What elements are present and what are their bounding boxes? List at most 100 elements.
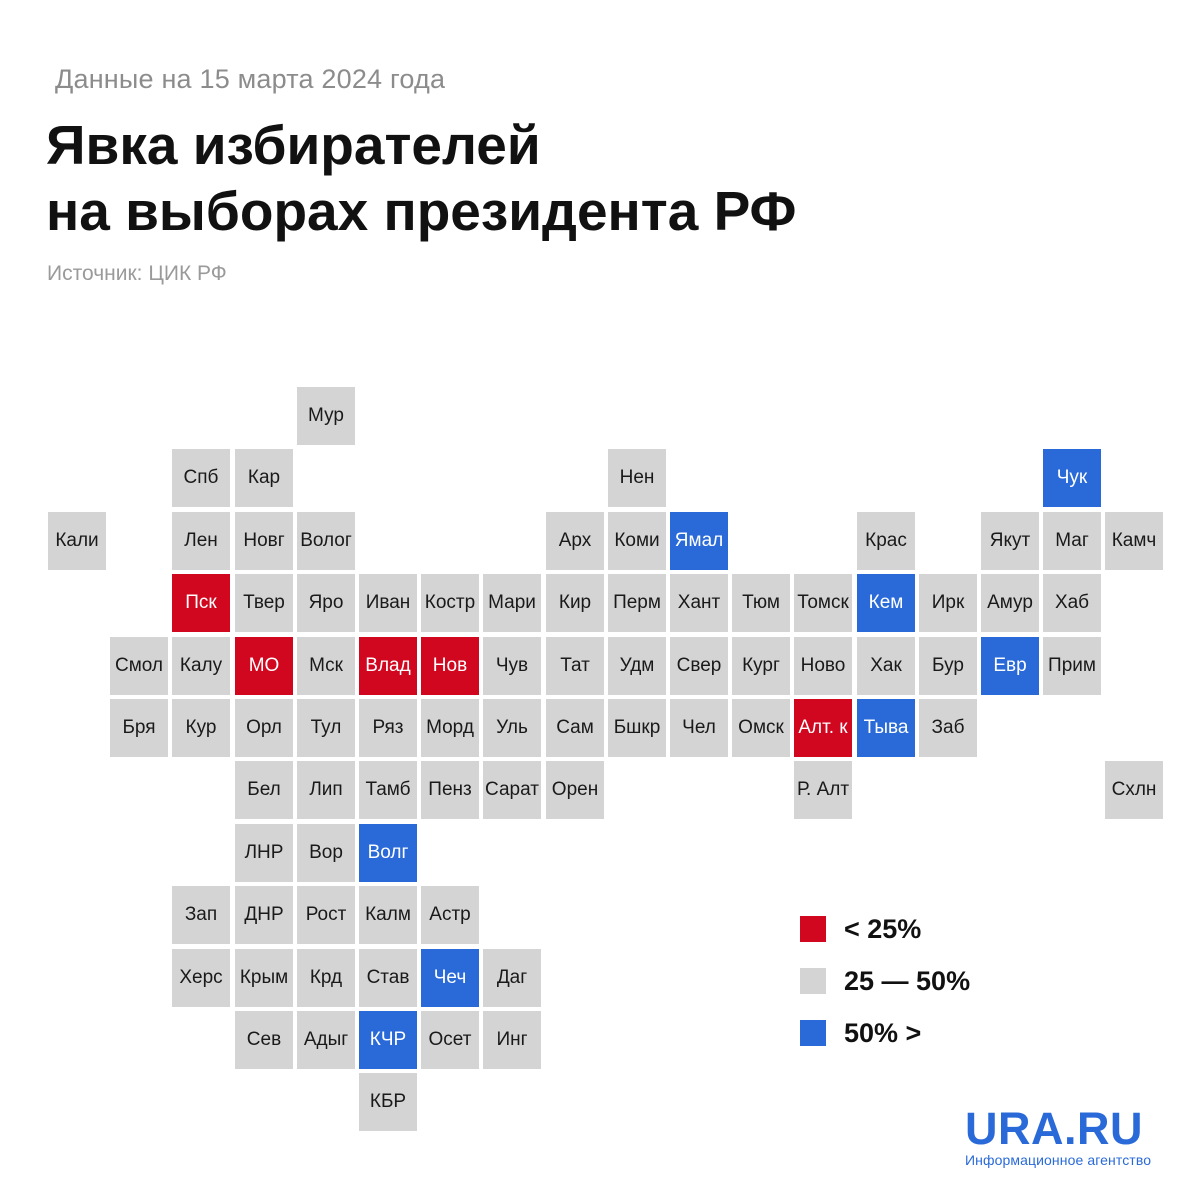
region-tile: Чув xyxy=(483,637,541,695)
region-tile: Алт. к xyxy=(794,699,852,757)
legend-swatch-blue xyxy=(800,1020,826,1046)
region-tile: Ряз xyxy=(359,699,417,757)
page-title: Явка избирателей на выборах президента Р… xyxy=(46,112,796,244)
title-line-2: на выборах президента РФ xyxy=(46,180,797,242)
region-tile: Пск xyxy=(172,574,230,632)
region-tile: Сарат xyxy=(483,761,541,819)
region-tile: КЧР xyxy=(359,1011,417,1069)
region-tile: Мур xyxy=(297,387,355,445)
region-tile: Коми xyxy=(608,512,666,570)
region-tile: Калм xyxy=(359,886,417,944)
region-tile: Хак xyxy=(857,637,915,695)
region-tile: ЛНР xyxy=(235,824,293,882)
region-tile: Твер xyxy=(235,574,293,632)
region-tile: Амур xyxy=(981,574,1039,632)
region-tile: Кар xyxy=(235,449,293,507)
region-tile: Костр xyxy=(421,574,479,632)
region-tile: Бур xyxy=(919,637,977,695)
region-tile: Тыва xyxy=(857,699,915,757)
region-tile: Нов xyxy=(421,637,479,695)
region-tile: Крд xyxy=(297,949,355,1007)
region-tile: Ново xyxy=(794,637,852,695)
region-tile: Став xyxy=(359,949,417,1007)
region-tile: Рост xyxy=(297,886,355,944)
region-tile: Морд xyxy=(421,699,479,757)
region-tile: Тат xyxy=(546,637,604,695)
legend-item-high: 50% > xyxy=(800,1007,970,1059)
region-tile: Кир xyxy=(546,574,604,632)
region-tile: Ямал xyxy=(670,512,728,570)
region-tile: Иван xyxy=(359,574,417,632)
brand-tagline: Информационное агентство xyxy=(965,1152,1152,1168)
region-tile: Арх xyxy=(546,512,604,570)
region-tile: МО xyxy=(235,637,293,695)
legend-label-mid: 25 — 50% xyxy=(844,965,971,996)
region-tile: Сев xyxy=(235,1011,293,1069)
region-tile: Смол xyxy=(110,637,168,695)
region-tile: Лен xyxy=(172,512,230,570)
date-note: Данные на 15 марта 2024 года xyxy=(55,64,446,94)
region-tile: Чук xyxy=(1043,449,1101,507)
region-tile: Камч xyxy=(1105,512,1163,570)
region-tile: ДНР xyxy=(235,886,293,944)
source-note: Источник: ЦИК РФ xyxy=(47,262,227,285)
legend-item-low: < 25% xyxy=(800,903,970,955)
region-tile: Вор xyxy=(297,824,355,882)
legend-item-mid: 25 — 50% xyxy=(800,955,970,1007)
brand-name: URA.RU xyxy=(965,1103,1143,1154)
region-tile: Тул xyxy=(297,699,355,757)
region-tile: Омск xyxy=(732,699,790,757)
legend: < 25% 25 — 50% 50% > xyxy=(800,903,970,1059)
region-tile: Удм xyxy=(608,637,666,695)
region-tile: Крас xyxy=(857,512,915,570)
region-tile: Свер xyxy=(670,637,728,695)
region-tile: Кем xyxy=(857,574,915,632)
region-tile: Калу xyxy=(172,637,230,695)
region-tile: Томск xyxy=(794,574,852,632)
region-tile: Осет xyxy=(421,1011,479,1069)
region-tile: Бел xyxy=(235,761,293,819)
legend-label-low: < 25% xyxy=(844,913,922,944)
region-tile: Спб xyxy=(172,449,230,507)
region-tile: Херс xyxy=(172,949,230,1007)
region-tile: Евр xyxy=(981,637,1039,695)
region-tile: Волг xyxy=(359,824,417,882)
region-tile: Кали xyxy=(48,512,106,570)
region-tile: Маг xyxy=(1043,512,1101,570)
region-tile: Даг xyxy=(483,949,541,1007)
region-tile: Инг xyxy=(483,1011,541,1069)
region-tile: Влад xyxy=(359,637,417,695)
region-tile: Якут xyxy=(981,512,1039,570)
region-tile: Хаб xyxy=(1043,574,1101,632)
region-tile: Бря xyxy=(110,699,168,757)
region-tile: Заб xyxy=(919,699,977,757)
legend-swatch-red xyxy=(800,916,826,942)
region-tile: Нен xyxy=(608,449,666,507)
region-tile: Перм xyxy=(608,574,666,632)
region-tile: Схлн xyxy=(1105,761,1163,819)
region-tile: Астр xyxy=(421,886,479,944)
brand-logo: URA.RU Информационное агентство xyxy=(965,1103,1152,1169)
region-tile: Крым xyxy=(235,949,293,1007)
region-tile: КБР xyxy=(359,1073,417,1131)
legend-swatch-gray xyxy=(800,968,826,994)
region-tile: Чеч xyxy=(421,949,479,1007)
region-tile: Кург xyxy=(732,637,790,695)
title-line-1: Явка избирателей xyxy=(46,114,541,176)
region-tile: Новг xyxy=(235,512,293,570)
region-tile: Прим xyxy=(1043,637,1101,695)
region-tile: Уль xyxy=(483,699,541,757)
region-tile: Р. Алт xyxy=(794,761,852,819)
region-tile: Мск xyxy=(297,637,355,695)
region-tile: Тамб xyxy=(359,761,417,819)
region-tile: Яро xyxy=(297,574,355,632)
region-tile: Пенз xyxy=(421,761,479,819)
region-tile: Волог xyxy=(297,512,355,570)
region-tile: Тюм xyxy=(732,574,790,632)
region-tile: Бшкр xyxy=(608,699,666,757)
region-tile: Зап xyxy=(172,886,230,944)
region-tile: Чел xyxy=(670,699,728,757)
region-tile: Сам xyxy=(546,699,604,757)
region-tile: Кур xyxy=(172,699,230,757)
